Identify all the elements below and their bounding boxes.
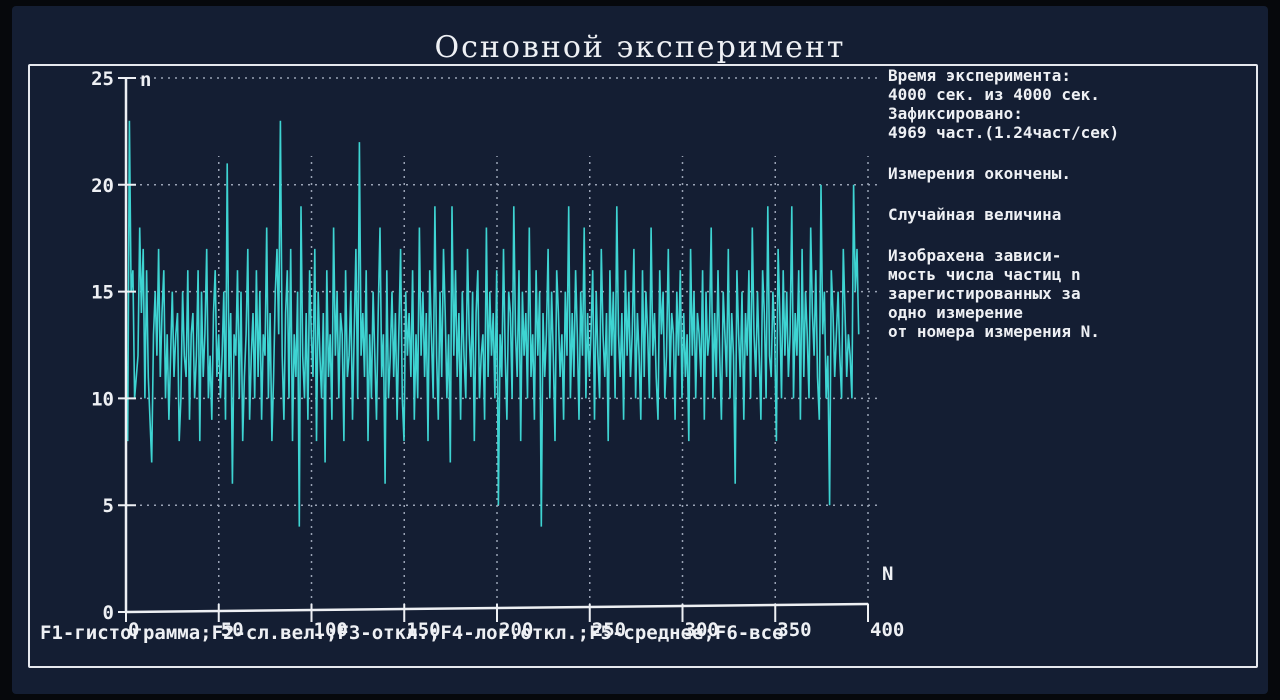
description-line: зарегистированных за (888, 284, 1081, 303)
experiment-time-label: Время эксперимента: (888, 66, 1072, 85)
y-tick-label: 10 (91, 388, 114, 410)
monitor-screen: Основной эксперимент Время эксперимента:… (12, 6, 1268, 694)
main-frame (28, 64, 1258, 668)
chart-series (125, 120, 860, 527)
x-tick-label: 400 (870, 619, 904, 641)
x-tick-label: 50 (221, 619, 244, 641)
y-tick-label: 0 (103, 602, 114, 624)
description-line: от номера измерения N. (888, 322, 1100, 341)
x-tick-label: 200 (499, 619, 533, 641)
window-title: Основной эксперимент (434, 30, 846, 65)
registered-label: Зафиксировано: (888, 104, 1023, 123)
x-tick-label: 300 (685, 619, 719, 641)
experiment-time-value: 4000 сек. из 4000 сек. (888, 85, 1100, 104)
y-tick-label: 20 (91, 175, 114, 197)
x-axis-label: N (882, 563, 893, 585)
x-tick-label: 100 (314, 619, 348, 641)
description-line: мость числа частиц n (888, 265, 1081, 284)
hotkey-bar: F1-гистограмма;F2-сл.вел.;F3-откл.;F4-ло… (40, 622, 784, 644)
info-panel: Время эксперимента: 4000 сек. из 4000 се… (888, 66, 1258, 341)
x-tick-label: 250 (592, 619, 626, 641)
x-axis (125, 602, 869, 614)
y-tick-label: 15 (91, 282, 114, 304)
status-text: Измерения окончены. (888, 164, 1072, 183)
mode-text: Случайная величина (888, 205, 1062, 224)
y-tick-label: 5 (103, 495, 114, 517)
description-line: одно измерение (888, 303, 1023, 322)
registered-value: 4969 част.(1.24част/сек) (888, 123, 1120, 142)
x-tick-label: 0 (128, 619, 139, 641)
description-line: Изобрахена зависи- (888, 246, 1062, 265)
x-tick-label: 350 (777, 619, 811, 641)
y-axis-label: n (140, 69, 151, 91)
x-tick-label: 150 (406, 619, 440, 641)
series-line (125, 120, 860, 527)
y-tick-label: 25 (91, 68, 114, 90)
